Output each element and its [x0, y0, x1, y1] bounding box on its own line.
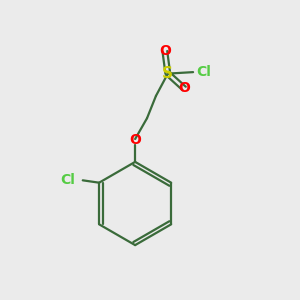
Text: O: O — [178, 82, 190, 95]
Text: Cl: Cl — [197, 65, 212, 79]
Text: Cl: Cl — [60, 173, 75, 187]
Text: O: O — [129, 134, 141, 148]
Text: O: O — [159, 44, 171, 58]
Text: S: S — [162, 66, 173, 81]
